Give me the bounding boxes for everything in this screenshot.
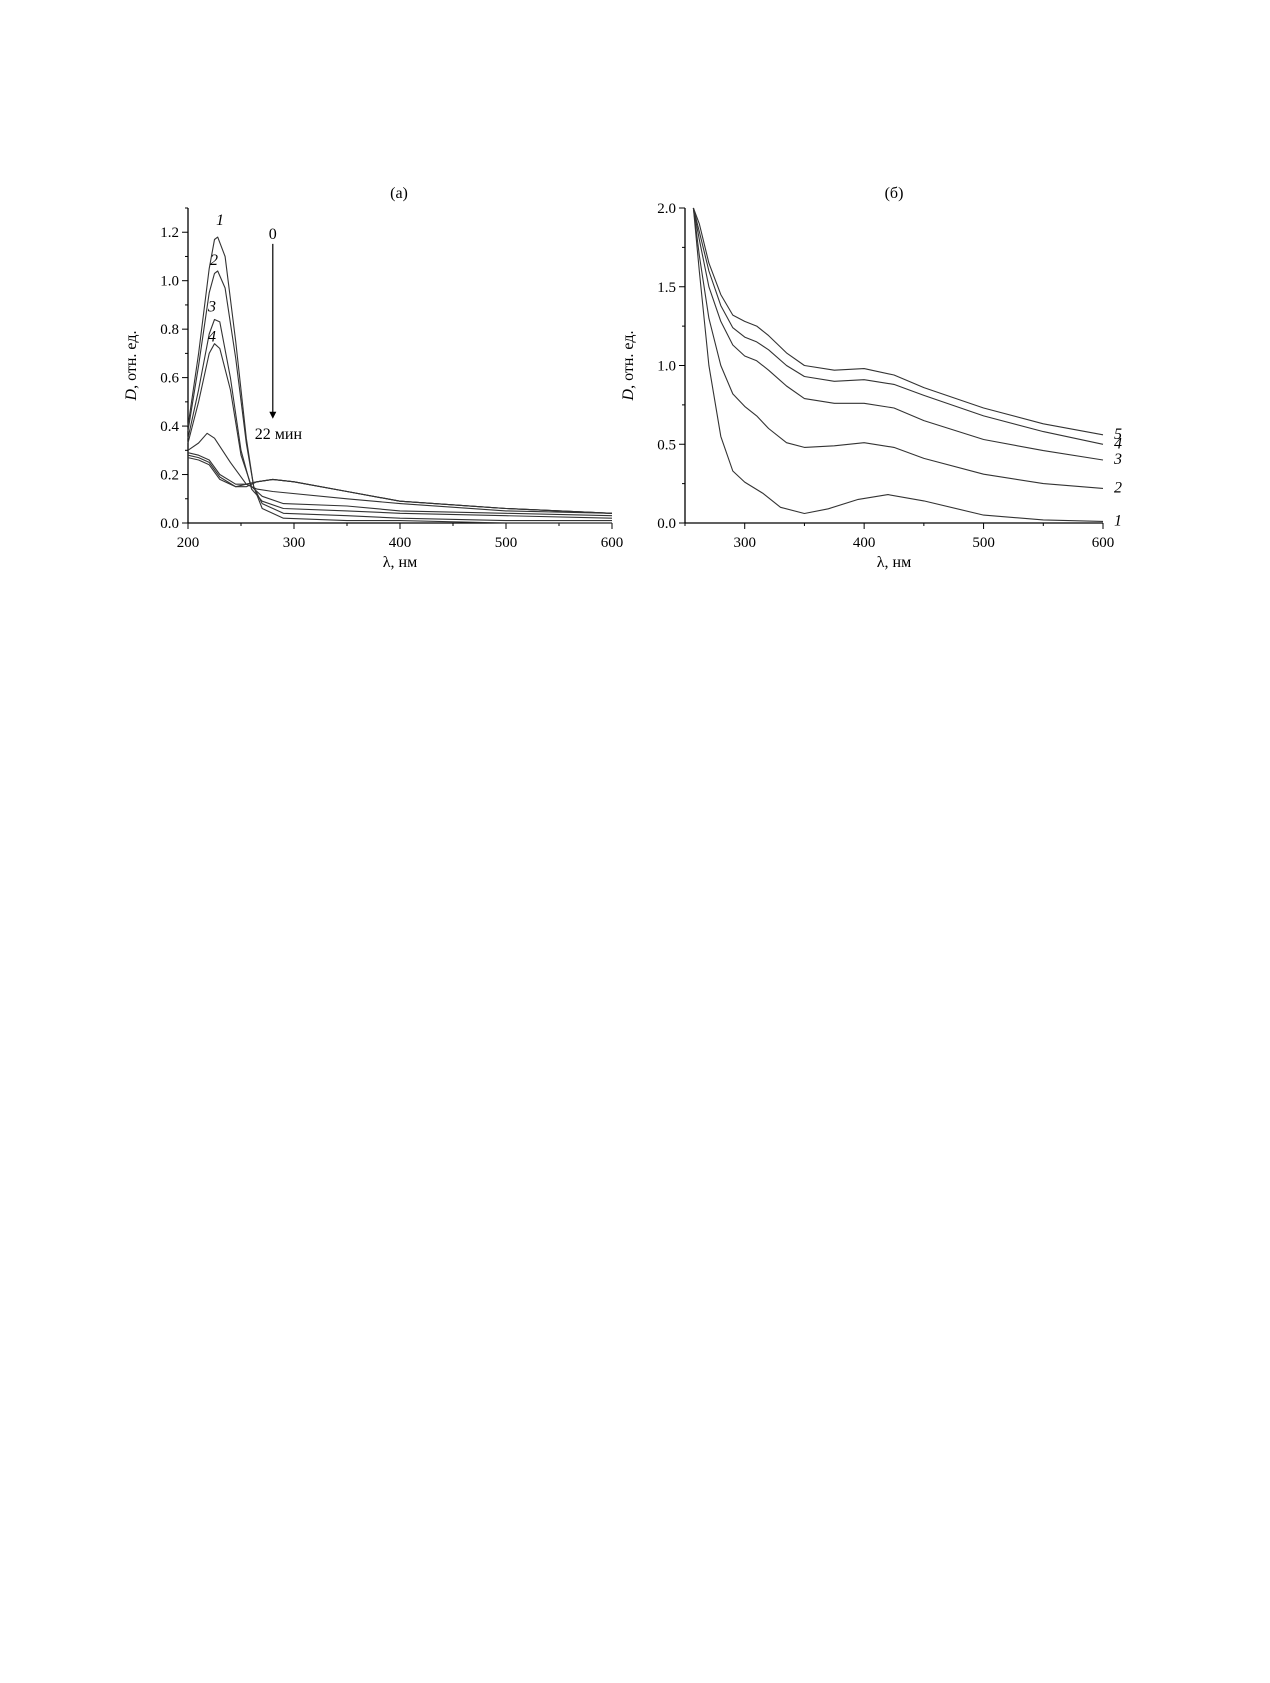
curve-label: 3 [1113,451,1122,468]
series-line-3 [692,207,1104,461]
y-tick-label: 0.0 [657,516,676,532]
series-line-4 [692,207,1104,445]
x-tick-label: 300 [733,535,756,551]
curve-label: 2 [1114,479,1122,496]
curve-label: 1 [1114,512,1122,529]
y-tick-label: 1.2 [160,225,179,241]
x-tick-label: 600 [601,535,624,551]
curve-label: 4 [1114,435,1122,452]
series-line-5 [692,207,1104,436]
x-tick-label: 600 [1092,535,1115,551]
series-line-1 [187,236,612,524]
x-tick-label: 300 [283,535,306,551]
y-tick-label: 1.0 [657,359,676,375]
series-line-2 [187,270,612,522]
y-tick-label: 1.0 [160,274,179,290]
y-tick-label: 0.8 [160,322,179,338]
series-line-4 [187,343,613,517]
series-line-unlabeled-4 [187,432,613,514]
annotation-end: 22 мин [255,426,303,443]
y-tick-label: 0.2 [160,468,179,484]
panel-label: (а) [390,185,408,202]
y-tick-label: 0.4 [160,419,179,435]
x-tick-label: 500 [972,535,995,551]
series-line-1 [692,207,1104,522]
y-tick-label: 1.5 [657,280,676,296]
curve-label: 2 [210,252,218,269]
x-tick-label: 400 [853,535,876,551]
curve-label: 4 [208,329,216,346]
y-tick-label: 2.0 [657,201,676,217]
x-axis-title: λ, нм [877,554,911,571]
y-tick-label: 0.5 [657,437,676,453]
x-axis-title: λ, нм [383,554,417,571]
panel-label: (б) [885,185,904,202]
x-tick-label: 200 [177,535,200,551]
annotation-arrow-head [269,411,277,419]
y-tick-label: 0.0 [160,516,179,532]
y-axis-title: D, отн. ед. [620,331,637,402]
series-line-unlabeled-7 [187,457,613,514]
curve-label: 5 [1114,426,1122,443]
curve-label: 1 [216,212,224,229]
series-line-2 [692,207,1104,489]
annotation-start: 0 [269,226,277,243]
x-tick-label: 400 [389,535,412,551]
x-tick-label: 500 [495,535,518,551]
chart-panel-a: 200 300 400 500 600 0.0 0.2 0.4 0.6 0.8 1.0 1.2 λ, н… [123,185,623,571]
series-line-3 [187,318,613,519]
y-tick-label: 0.6 [160,371,179,387]
curve-label: 3 [207,298,216,315]
chart-panel-b: 300 400 500 600 0.0 0.5 1.0 1.5 2.0 λ, нм D, отн. … [620,185,1122,571]
y-axis-title: D, отн. ед. [123,331,140,402]
